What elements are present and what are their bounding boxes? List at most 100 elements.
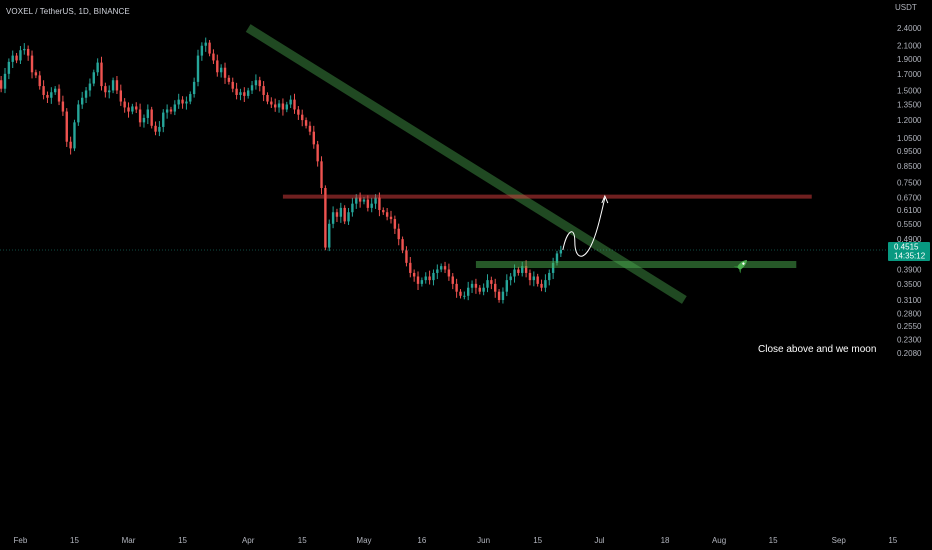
- candle-body: [50, 92, 52, 98]
- candle-body: [428, 276, 430, 280]
- candle-body: [343, 208, 345, 222]
- candle-body: [471, 284, 473, 288]
- y-tick-label: 1.3500: [897, 100, 922, 109]
- candle-body: [301, 115, 303, 120]
- candle-body: [216, 60, 218, 72]
- candle-body: [170, 109, 172, 111]
- candle-body: [108, 90, 110, 92]
- candle-body: [467, 288, 469, 296]
- x-tick-label: 15: [533, 536, 542, 545]
- annotation-text: Close above and we moon: [758, 344, 876, 355]
- y-tick-label: 0.2550: [897, 322, 922, 331]
- candle-body: [544, 280, 546, 288]
- x-tick-label: May: [356, 536, 371, 545]
- candle-body: [452, 276, 454, 283]
- candle-body: [239, 92, 241, 95]
- candle-body: [320, 161, 322, 188]
- candle-body: [224, 68, 226, 78]
- candle-body: [193, 82, 195, 94]
- candle-body: [19, 50, 21, 60]
- y-tick-label: 0.2300: [897, 336, 922, 345]
- x-tick-label: Jul: [594, 536, 604, 545]
- downtrend-line: [248, 28, 684, 300]
- candle-body: [266, 95, 268, 102]
- candle-body: [58, 89, 60, 102]
- candle-body: [482, 288, 484, 292]
- candle-body: [340, 208, 342, 217]
- symbol-title: VOXEL / TetherUS, 1D, BINANCE: [6, 7, 130, 16]
- candle-body: [4, 74, 6, 89]
- candle-body: [147, 109, 149, 117]
- candle-body: [8, 62, 10, 74]
- candle-body: [413, 273, 415, 277]
- y-tick-label: 1.2000: [897, 116, 922, 125]
- candle-body: [96, 63, 98, 73]
- candle-body: [282, 103, 284, 109]
- candle-body: [440, 266, 442, 269]
- candle-body: [54, 89, 56, 93]
- candle-body: [336, 212, 338, 217]
- candle-body: [436, 269, 438, 272]
- candle-body: [494, 284, 496, 292]
- y-tick-label: 0.9500: [897, 147, 922, 156]
- candle-body: [162, 113, 164, 127]
- x-tick-label: Mar: [122, 536, 136, 545]
- candle-body: [89, 84, 91, 91]
- candle-body: [100, 63, 102, 87]
- candle-body: [23, 49, 25, 50]
- candle-body: [313, 132, 315, 145]
- candle-body: [247, 90, 249, 95]
- x-tick-label: Sep: [832, 536, 847, 545]
- candle-body: [297, 109, 299, 114]
- x-tick-label: 15: [70, 536, 79, 545]
- candle-body: [490, 280, 492, 284]
- y-unit-label: USDT: [895, 3, 917, 12]
- y-tick-label: 0.6700: [897, 194, 922, 203]
- candle-body: [455, 284, 457, 292]
- candle-body: [540, 284, 542, 288]
- candle-body: [220, 68, 222, 73]
- candle-body: [73, 122, 75, 148]
- last-price-label: 0.4515: [894, 243, 919, 252]
- candle-body: [293, 100, 295, 110]
- y-tick-label: 0.3100: [897, 296, 922, 305]
- candle-body: [81, 98, 83, 105]
- candle-body: [371, 204, 373, 208]
- candle-body: [212, 54, 214, 61]
- candle-body: [382, 210, 384, 212]
- y-tick-label: 0.2080: [897, 349, 922, 358]
- candle-body: [378, 198, 380, 210]
- x-tick-label: Aug: [712, 536, 726, 545]
- candle-body: [367, 200, 369, 208]
- candle-body: [309, 126, 311, 132]
- candle-body: [398, 229, 400, 239]
- x-tick-label: 15: [888, 536, 897, 545]
- x-tick-label: Apr: [242, 536, 255, 545]
- x-axis: Feb 15 Mar 15 Apr 15 May 16 Jun 15 Jul 18 Aug 15 Sep 15: [14, 536, 898, 545]
- candle-body: [131, 106, 133, 111]
- y-tick-label: 0.2800: [897, 310, 922, 319]
- candle-body: [154, 126, 156, 132]
- candle-body: [533, 276, 535, 280]
- candle-body: [305, 120, 307, 126]
- candle-body: [232, 82, 234, 89]
- x-tick-label: 16: [417, 536, 426, 545]
- y-tick-label: 0.3900: [897, 265, 922, 274]
- candle-body: [112, 80, 114, 90]
- candle-body: [201, 46, 203, 56]
- candle-body: [560, 250, 562, 253]
- candle-body: [35, 72, 37, 75]
- candle-body: [189, 94, 191, 101]
- candle-body: [351, 204, 353, 213]
- candle-body: [116, 80, 118, 90]
- candle-body: [316, 144, 318, 161]
- candle-body: [181, 100, 183, 104]
- y-tick-label: 0.7500: [897, 179, 922, 188]
- y-tick-label: 1.5000: [897, 86, 922, 95]
- candle-body: [459, 292, 461, 296]
- candle-body: [425, 276, 427, 280]
- candle-body: [143, 118, 145, 122]
